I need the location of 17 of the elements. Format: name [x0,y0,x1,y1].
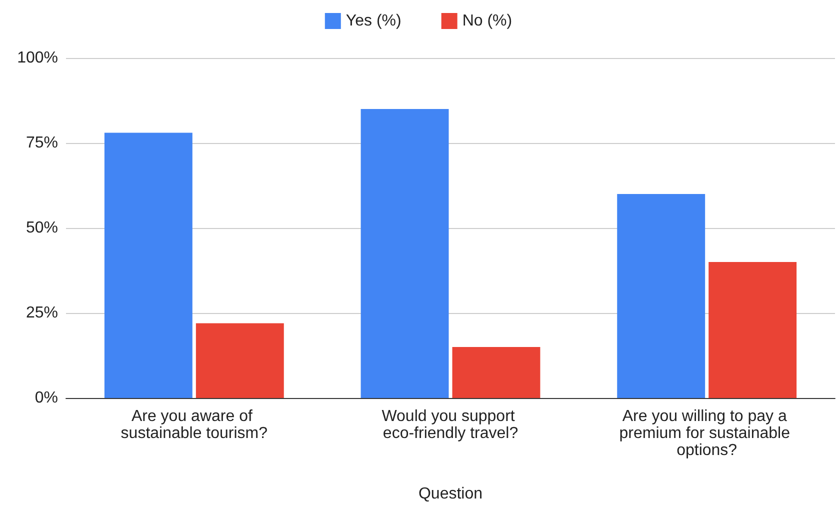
bar [196,323,284,398]
y-tick-label: 25% [26,304,58,322]
legend-label: Yes (%) [346,12,402,30]
x-tick-label: Are you aware of sustainable tourism? [120,408,268,442]
x-tick-label: Would you support eco-friendly travel? [382,408,520,442]
bar [708,262,797,398]
bar [104,132,192,398]
x-tick-label: Are you willing to pay a premium for sustainable options? [619,408,794,459]
y-tick-label: 0% [34,390,58,406]
legend-label: No (%) [462,12,512,30]
bar [452,347,540,398]
x-axis-title: Question [418,486,483,502]
bar [617,194,706,398]
y-tick-label: 75% [26,134,58,152]
y-tick-label: 100% [17,50,58,66]
y-tick-label: 50% [26,220,58,236]
bar [360,109,449,398]
